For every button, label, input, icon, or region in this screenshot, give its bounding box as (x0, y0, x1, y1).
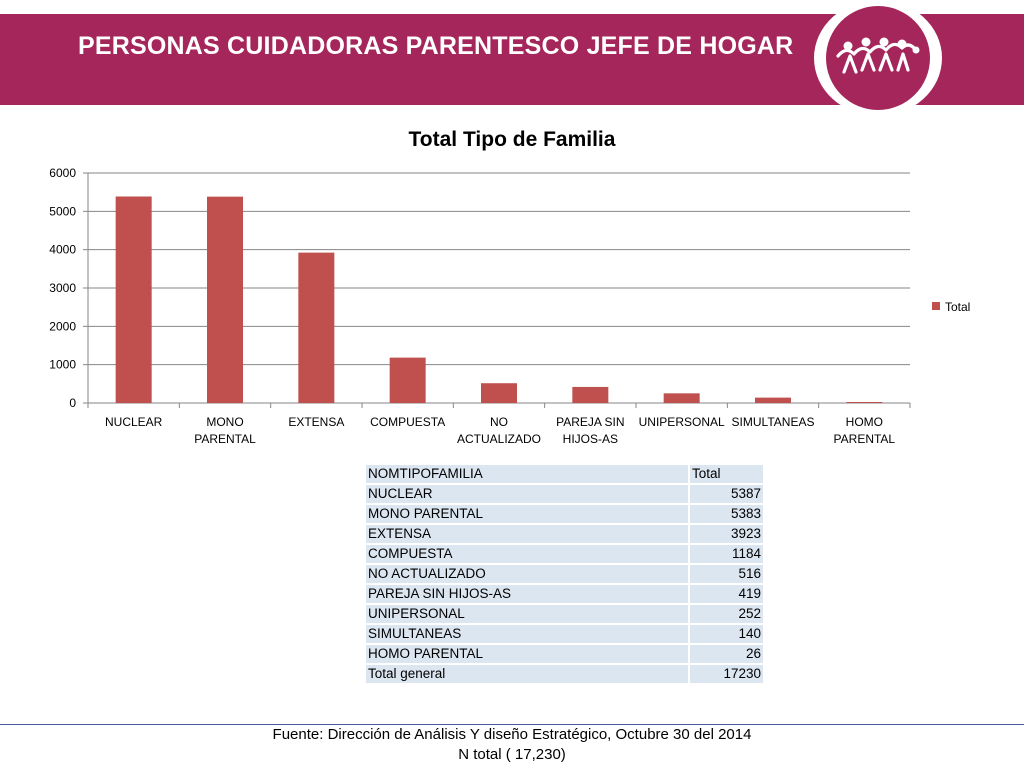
x-category-label: EXTENSA (288, 415, 344, 429)
table-row: NUCLEAR 5387 (366, 485, 763, 505)
total-note: N total ( 17,230) (458, 746, 566, 763)
x-category-label: NO ACTUALIZADO (457, 415, 541, 446)
table-cell-total: 140 (688, 625, 763, 645)
table-cell-name: HOMO PARENTAL (366, 645, 688, 665)
table-cell-name: COMPUESTA (366, 545, 688, 565)
table-cell-total: 3923 (688, 525, 763, 545)
x-category-label-line: PARENTAL (194, 432, 256, 446)
x-category-label: PAREJA SIN HIJOS-AS (556, 415, 624, 446)
y-tick-label: 5000 (49, 204, 76, 218)
table-cell-total: 1184 (688, 545, 763, 565)
table-cell-name: Total general (366, 665, 688, 685)
bar-chart: 0 1000 2000 3000 4000 5000 6000 NUCLEAR MONO PARE… (49, 166, 970, 446)
table-cell-total: 5383 (688, 505, 763, 525)
y-tick-label: 1000 (49, 358, 76, 372)
people-holding-hands-logo-icon (836, 37, 920, 74)
table-row: UNIPERSONAL 252 (366, 605, 763, 625)
bar (207, 196, 243, 403)
footer-divider (0, 724, 1024, 725)
bar (389, 357, 426, 403)
table-cell-total: 26 (688, 645, 763, 665)
bar (298, 252, 335, 403)
table-cell-total: 252 (688, 605, 763, 625)
x-category-label: NUCLEAR (105, 415, 163, 429)
table-row: SIMULTANEAS 140 (366, 625, 763, 645)
table-cell-name: NO ACTUALIZADO (366, 565, 688, 585)
page-title: PERSONAS CUIDADORAS PARENTESCO JEFE DE H… (78, 32, 794, 60)
table-cell-name: PAREJA SIN HIJOS-AS (366, 585, 688, 605)
x-category-label: MONO PARENTAL (194, 415, 256, 446)
legend-label: Total (945, 300, 970, 314)
table-header-total: Total (688, 465, 763, 485)
source-note: Fuente: Dirección de Análisis Y diseño E… (272, 726, 752, 743)
bar (755, 397, 791, 403)
y-tick-label: 0 (69, 396, 76, 410)
table-cell-total: 516 (688, 565, 763, 585)
y-tick-label: 3000 (49, 281, 76, 295)
x-category-label-line: NUCLEAR (105, 415, 163, 429)
table-row: HOMO PARENTAL 26 (366, 645, 763, 665)
table-cell-name: NUCLEAR (366, 485, 688, 505)
y-tick-label: 2000 (49, 319, 76, 333)
bar (115, 196, 152, 403)
x-category-label: SIMULTANEAS (732, 415, 815, 429)
data-table: NOMTIPOFAMILIA Total NUCLEAR 5387 MONO PAR… (366, 465, 763, 685)
x-category-label-line: PAREJA SIN (556, 415, 624, 429)
table-cell-name: SIMULTANEAS (366, 625, 688, 645)
table-cell-total: 5387 (688, 485, 763, 505)
bar (481, 383, 517, 403)
table-cell-name: UNIPERSONAL (366, 605, 688, 625)
x-category-label-line: UNIPERSONAL (639, 415, 725, 429)
table-cell-total: 419 (688, 585, 763, 605)
legend-swatch (932, 302, 940, 310)
logo-disc (826, 6, 930, 110)
footer: Fuente: Dirección de Análisis Y diseño E… (0, 725, 1024, 768)
x-category-label-line: MONO (206, 415, 243, 429)
bar (663, 393, 700, 403)
x-category-label-line: HIJOS-AS (563, 432, 618, 446)
x-category-label-line: SIMULTANEAS (732, 415, 815, 429)
chart-title: Total Tipo de Familia (408, 128, 616, 151)
y-tick-label: 4000 (49, 243, 76, 257)
table-header-row: NOMTIPOFAMILIA Total (366, 465, 763, 485)
bar (572, 386, 609, 403)
x-category-label-line: NO (490, 415, 508, 429)
bar (846, 402, 883, 403)
y-tick-label: 6000 (49, 166, 76, 180)
table-row: Total general 17230 (366, 665, 763, 685)
table-cell-total: 17230 (688, 665, 763, 685)
table-cell-name: MONO PARENTAL (366, 505, 688, 525)
table-row: NO ACTUALIZADO 516 (366, 565, 763, 585)
table-cell-name: EXTENSA (366, 525, 688, 545)
x-category-label-line: COMPUESTA (370, 415, 445, 429)
x-category-label: HOMO PARENTAL (834, 415, 896, 446)
table-row: COMPUESTA 1184 (366, 545, 763, 565)
x-category-label: COMPUESTA (370, 415, 445, 429)
table-row: MONO PARENTAL 5383 (366, 505, 763, 525)
x-category-label-line: ACTUALIZADO (457, 432, 541, 446)
table-row: PAREJA SIN HIJOS-AS 419 (366, 585, 763, 605)
x-category-label-line: EXTENSA (288, 415, 344, 429)
table-row: EXTENSA 3923 (366, 525, 763, 545)
table-header-name: NOMTIPOFAMILIA (366, 465, 688, 485)
x-category-label-line: HOMO (846, 415, 883, 429)
x-category-label: UNIPERSONAL (639, 415, 725, 429)
x-category-label-line: PARENTAL (834, 432, 896, 446)
